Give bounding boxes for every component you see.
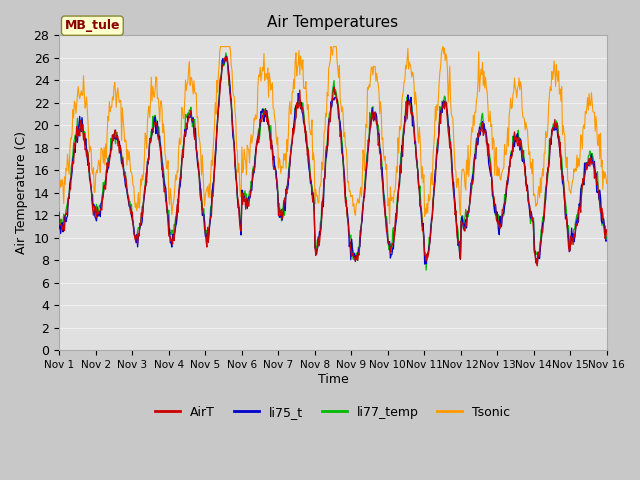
X-axis label: Time: Time — [317, 373, 348, 386]
Y-axis label: Air Temperature (C): Air Temperature (C) — [15, 132, 28, 254]
Legend: AirT, li75_t, li77_temp, Tsonic: AirT, li75_t, li77_temp, Tsonic — [150, 401, 515, 424]
Text: MB_tule: MB_tule — [65, 19, 120, 32]
Title: Air Temperatures: Air Temperatures — [268, 15, 399, 30]
